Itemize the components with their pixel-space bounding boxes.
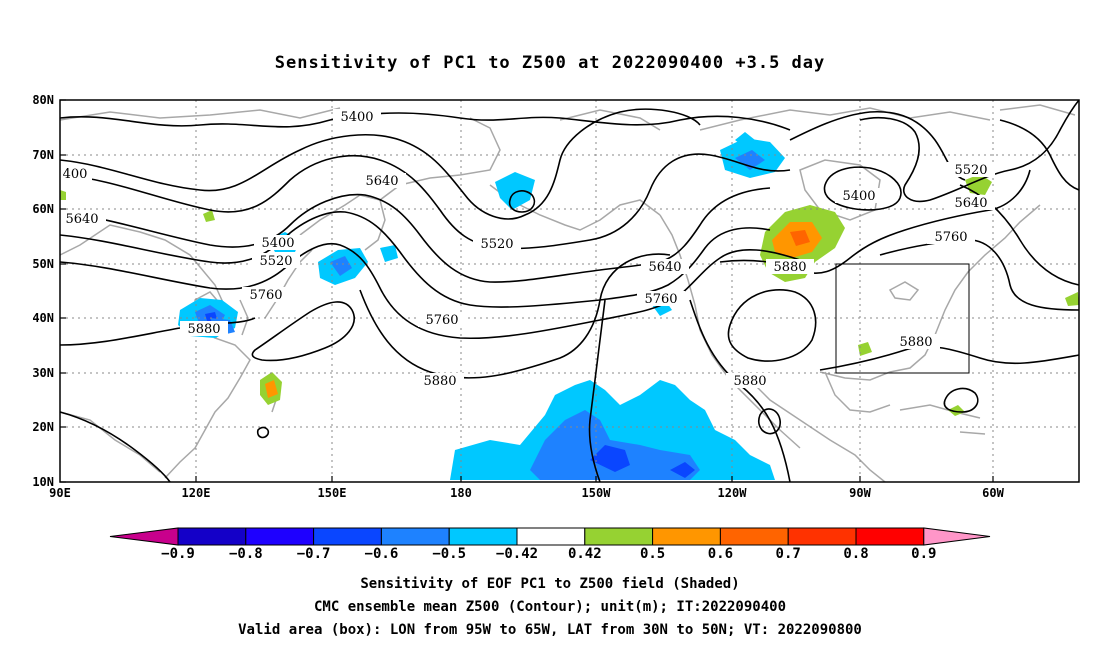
svg-text:5760: 5760 xyxy=(934,230,967,245)
colorbar-arrow-right xyxy=(923,527,991,546)
latitude-labels: 80N 70N 60N 50N 40N 30N 20N 10N xyxy=(32,93,54,489)
colorbar-label: 0.5 xyxy=(640,546,665,562)
svg-text:5760: 5760 xyxy=(425,313,458,328)
colorbar-segment xyxy=(719,527,789,546)
contour-label: 5880 xyxy=(892,334,940,350)
longitude-labels: 90E 120E 150E 180 150W 120W 90W 60W xyxy=(49,486,1004,500)
svg-text:5760: 5760 xyxy=(249,288,282,303)
lat-label: 60N xyxy=(32,202,54,216)
colorbar-label: −0.7 xyxy=(297,546,331,562)
lon-label: 150W xyxy=(582,486,612,500)
contour-labels: 5400 5640 5400 5520 5760 5880 5640 5520 … xyxy=(58,109,995,389)
colorbar-label: −0.5 xyxy=(432,546,466,562)
colorbar-segment xyxy=(787,527,857,546)
contour-label: 5400 xyxy=(254,235,302,251)
contour-label: 5640 xyxy=(358,173,406,189)
contour-label: 5400 xyxy=(835,188,883,204)
svg-text:5880: 5880 xyxy=(733,374,766,389)
colorbar-label: 0.7 xyxy=(776,546,801,562)
lat-label: 50N xyxy=(32,257,54,271)
colorbar-segment xyxy=(380,527,450,546)
contour-label: 5760 xyxy=(418,312,466,328)
colorbar-segment xyxy=(855,527,925,546)
contour-label: 5400 xyxy=(333,109,381,125)
svg-text:5520: 5520 xyxy=(954,163,987,178)
lat-label: 30N xyxy=(32,366,54,380)
colorbar-segment xyxy=(516,527,586,546)
colorbar-label: 0.6 xyxy=(708,546,733,562)
lon-label: 180 xyxy=(450,486,472,500)
lat-label: 20N xyxy=(32,420,54,434)
svg-text:5640: 5640 xyxy=(365,174,398,189)
svg-text:5880: 5880 xyxy=(773,260,806,275)
lon-label: 150E xyxy=(318,486,347,500)
colorbar-label: 0.42 xyxy=(568,546,602,562)
colorbar-segment xyxy=(448,527,518,546)
contour-label: 5640 xyxy=(641,259,689,275)
colorbar-label: −0.9 xyxy=(161,546,195,562)
contour-label: 5640 xyxy=(58,211,106,227)
contour-label: 5760 xyxy=(637,291,685,307)
caption-line-1: Sensitivity of EOF PC1 to Z500 field (Sh… xyxy=(360,576,739,592)
lon-label: 90W xyxy=(849,486,871,500)
contour-label: 5520 xyxy=(252,253,300,269)
svg-text:400: 400 xyxy=(63,167,88,182)
map-border xyxy=(59,99,1080,483)
contour-label: 5520 xyxy=(473,236,521,252)
colorbar-segment xyxy=(652,527,721,546)
lon-label: 120E xyxy=(182,486,211,500)
svg-text:5880: 5880 xyxy=(899,335,932,350)
colorbar-segment xyxy=(313,527,382,546)
caption-line-2: CMC ensemble mean Z500 (Contour); unit(m… xyxy=(314,599,786,615)
lat-label: 70N xyxy=(32,148,54,162)
colorbar-label: 0.8 xyxy=(843,546,868,562)
colorbar-segment xyxy=(177,527,247,546)
caption-line-3: Valid area (box): LON from 95W to 65W, L… xyxy=(238,622,862,638)
svg-text:5520: 5520 xyxy=(480,237,513,252)
colorbar-label: 0.9 xyxy=(911,546,936,562)
contour-label: 5880 xyxy=(180,321,228,337)
colorbar-segment xyxy=(245,527,315,546)
svg-text:5520: 5520 xyxy=(259,254,292,269)
colorbar-label: −0.42 xyxy=(496,546,538,562)
lon-label: 90E xyxy=(49,486,71,500)
contour-label: 5640 xyxy=(947,195,995,211)
colorbar-arrow-left xyxy=(109,527,179,546)
svg-text:5640: 5640 xyxy=(65,212,98,227)
graticule xyxy=(60,100,1079,482)
map-title: Sensitivity of PC1 to Z500 at 2022090400… xyxy=(275,53,826,73)
valid-area-box xyxy=(835,263,970,374)
contour-label: 5880 xyxy=(416,373,464,389)
contour-label: 5880 xyxy=(726,373,774,389)
axis-ticks xyxy=(60,99,994,483)
contour-label: 5520 xyxy=(947,162,995,178)
colorbar xyxy=(109,527,991,546)
svg-text:5880: 5880 xyxy=(423,374,456,389)
colorbar-labels: −0.9 −0.8 −0.7 −0.6 −0.5 −0.42 0.42 0.5 0.6 0.7 0.… xyxy=(161,546,936,562)
colorbar-label: −0.8 xyxy=(229,546,263,562)
lon-label: 120W xyxy=(718,486,748,500)
svg-text:5400: 5400 xyxy=(842,189,875,204)
svg-text:5640: 5640 xyxy=(648,260,681,275)
svg-text:5640: 5640 xyxy=(954,196,987,211)
lat-label: 80N xyxy=(32,93,54,107)
colorbar-segment xyxy=(584,527,654,546)
svg-text:5880: 5880 xyxy=(187,322,220,337)
contour-label: 400 xyxy=(60,166,92,182)
lon-label: 60W xyxy=(982,486,1004,500)
contour-label: 5880 xyxy=(766,259,814,275)
lat-label: 10N xyxy=(32,475,54,489)
svg-text:5400: 5400 xyxy=(261,236,294,251)
lat-label: 40N xyxy=(32,311,54,325)
contour-label: 5760 xyxy=(927,229,975,245)
colorbar-label: −0.6 xyxy=(365,546,399,562)
svg-text:5760: 5760 xyxy=(644,292,677,307)
contour-label: 5760 xyxy=(242,287,290,303)
svg-text:5400: 5400 xyxy=(340,110,373,125)
